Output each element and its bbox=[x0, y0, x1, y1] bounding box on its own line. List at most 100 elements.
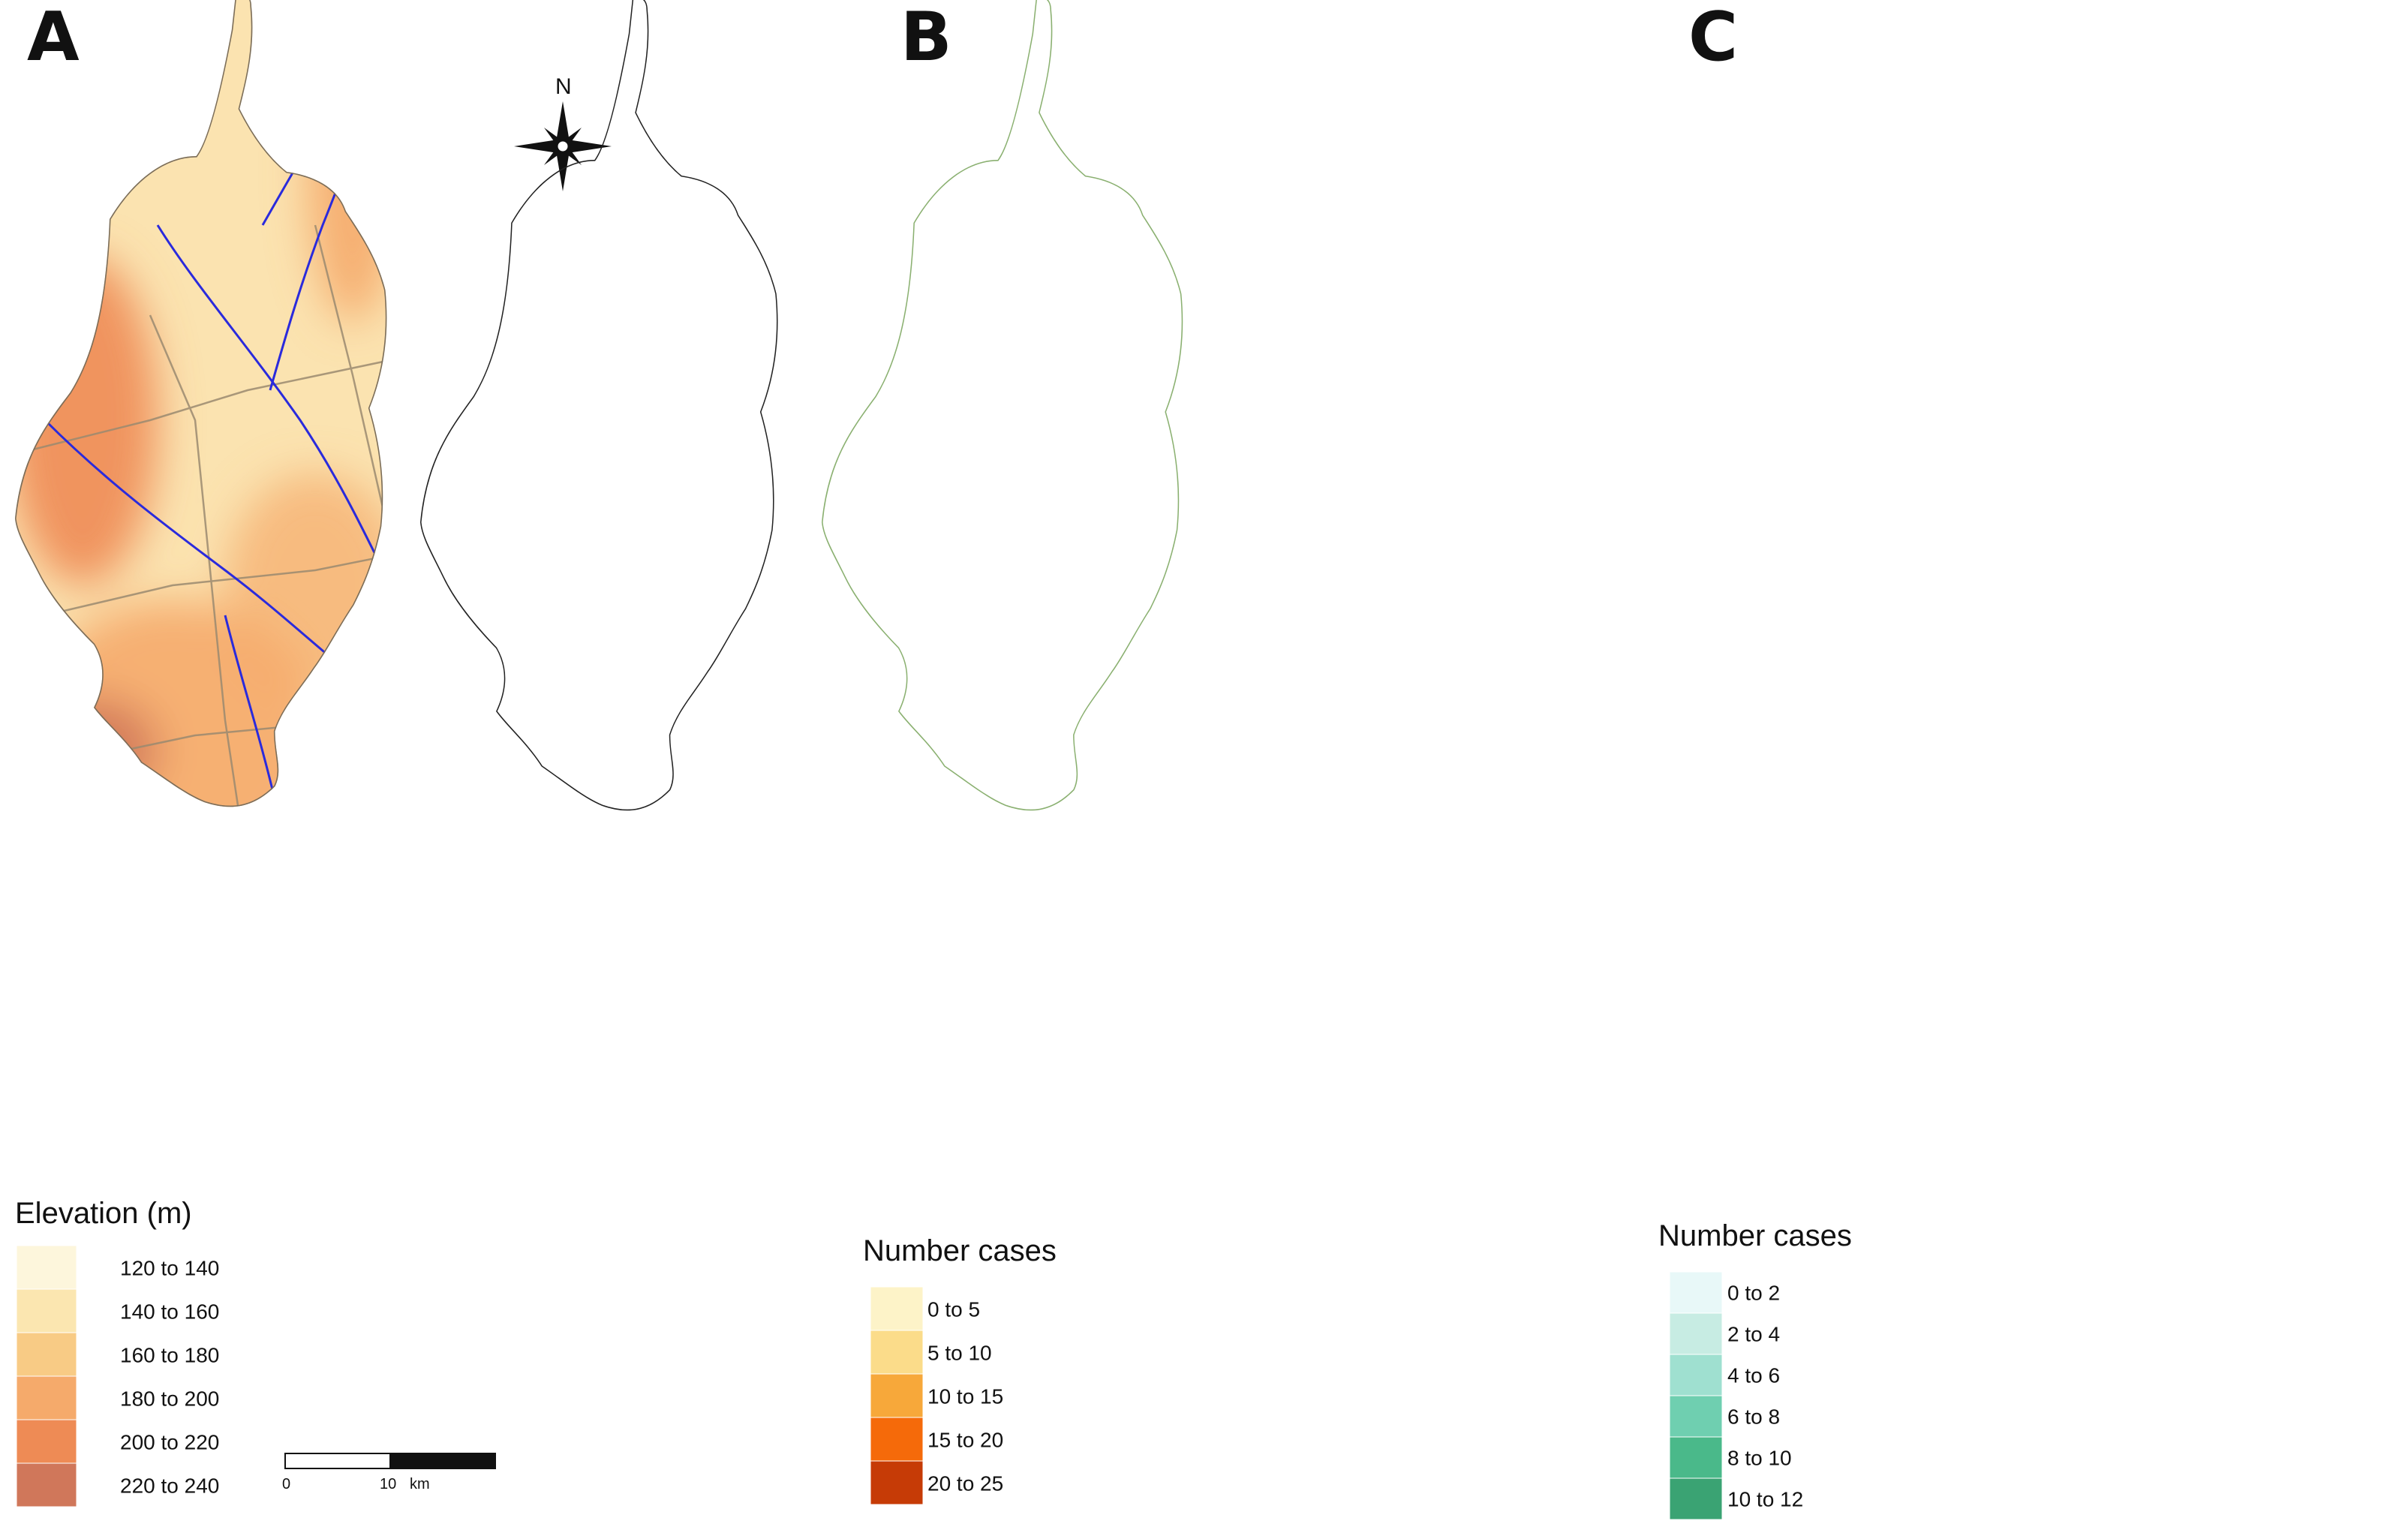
legend-title-a: Elevation (m) bbox=[15, 1197, 192, 1230]
elevation-peak-west bbox=[23, 698, 158, 803]
panel-a: A bbox=[15, 0, 750, 1507]
legend-label: 120 to 140 bbox=[120, 1256, 219, 1279]
municipality bbox=[1358, 420, 1411, 495]
municipality bbox=[983, 233, 1081, 315]
density-high-south bbox=[1801, 1246, 2191, 1426]
municipality bbox=[1313, 690, 1411, 750]
municipality-borders-a bbox=[29, 224, 387, 807]
legend-cases-c: Number cases 0 to 2 2 to 4 4 to 6 6 to 8 8 t… bbox=[1658, 1219, 1852, 1520]
municipality bbox=[1171, 780, 1216, 878]
legend-swatch bbox=[16, 1462, 77, 1507]
legend-swatch bbox=[1669, 1436, 1723, 1479]
municipality bbox=[1471, 795, 1561, 893]
legend-label: 6 to 8 bbox=[1727, 1405, 1780, 1428]
legend-title-b: Number cases bbox=[863, 1234, 1057, 1267]
density-high-north bbox=[1951, 398, 2401, 743]
elevation-low-east bbox=[435, 300, 645, 540]
municipality bbox=[991, 1171, 1073, 1238]
municipality bbox=[1373, 795, 1471, 863]
municipality bbox=[1291, 795, 1396, 975]
legend-swatch bbox=[1669, 1271, 1723, 1314]
legend-swatch bbox=[1669, 1354, 1723, 1396]
legend-swatch bbox=[16, 1288, 77, 1333]
density-high-northwest bbox=[1778, 405, 2004, 570]
legend-label: 15 to 20 bbox=[927, 1428, 1003, 1451]
municipality bbox=[1418, 540, 1538, 638]
legend-label: 10 to 15 bbox=[927, 1384, 1003, 1408]
panel-b: B bbox=[420, 0, 1568, 1505]
elevation-high-south bbox=[150, 893, 420, 1058]
legend-label: 200 to 220 bbox=[120, 1430, 219, 1453]
municipality bbox=[1261, 390, 1336, 480]
legend-cases-b: Number cases 0 to 5 5 to 10 10 to 15 15 to … bbox=[863, 1234, 1057, 1505]
cases-choropleth-map bbox=[420, 0, 1568, 1381]
legend-label: 220 to 240 bbox=[120, 1474, 219, 1497]
legend-label: 180 to 200 bbox=[120, 1387, 219, 1410]
density-mid-north bbox=[2131, 270, 2341, 450]
municipality bbox=[1396, 915, 1493, 1013]
legend-swatch bbox=[16, 1419, 77, 1464]
legend-swatch bbox=[16, 1245, 77, 1290]
municipality-borders-c bbox=[1651, 195, 2364, 1321]
panel-letter-c: C bbox=[1688, 0, 1738, 77]
municipality bbox=[1111, 1231, 1186, 1298]
elevation-high-northeast bbox=[225, 473, 387, 698]
municipality bbox=[1373, 1005, 1463, 1096]
legend-swatch bbox=[870, 1286, 924, 1331]
municipality bbox=[1126, 390, 1216, 480]
municipality bbox=[1231, 615, 1321, 705]
legend-swatch bbox=[1669, 1395, 1723, 1438]
municipality bbox=[1141, 593, 1231, 743]
north-label: N bbox=[555, 74, 572, 99]
panel-letter-b: B bbox=[900, 0, 952, 77]
scale-bar-white bbox=[284, 1453, 391, 1469]
legend-label: 10 to 12 bbox=[1727, 1487, 1803, 1510]
scale-label-mid: 10 bbox=[380, 1476, 396, 1492]
elevation-map bbox=[15, 0, 750, 1058]
municipality bbox=[1426, 863, 1501, 930]
legend-label: 160 to 180 bbox=[120, 1343, 219, 1366]
municipality bbox=[1283, 330, 1373, 435]
legend-swatch bbox=[870, 1373, 924, 1418]
legend-label: 4 to 6 bbox=[1727, 1363, 1780, 1387]
scale-bar-black bbox=[389, 1453, 496, 1469]
municipality bbox=[1223, 1306, 1306, 1381]
municipality bbox=[1096, 240, 1171, 330]
legend-label: 8 to 10 bbox=[1727, 1446, 1792, 1469]
municipality bbox=[1058, 450, 1156, 548]
cases-density-map bbox=[822, 0, 2408, 1536]
municipality bbox=[1028, 375, 1126, 450]
scale-label-unit: km bbox=[410, 1476, 430, 1492]
panel-c: C bbox=[822, 0, 2408, 1536]
legend-swatch bbox=[16, 1332, 77, 1377]
legend-title-c: Number cases bbox=[1658, 1219, 1852, 1252]
elevation-high-west bbox=[15, 255, 158, 585]
municipality bbox=[1066, 825, 1201, 953]
municipality bbox=[1328, 540, 1396, 593]
legend-label: 140 to 160 bbox=[120, 1300, 219, 1323]
legend-swatch bbox=[1669, 1312, 1723, 1355]
legend-label: 5 to 10 bbox=[927, 1341, 992, 1364]
density-base bbox=[1621, 0, 2408, 1536]
legend-label: 20 to 25 bbox=[927, 1471, 1003, 1495]
legend-label: 0 to 2 bbox=[1727, 1281, 1780, 1304]
legend-elevation: Elevation (m) 120 to 140 140 to 160 160 to… bbox=[15, 1197, 219, 1507]
municipality bbox=[991, 660, 1096, 743]
municipality bbox=[968, 428, 1036, 525]
municipality bbox=[1216, 915, 1298, 1005]
municipality-borders-b bbox=[855, 195, 1568, 1321]
legend-swatch bbox=[1669, 1477, 1723, 1520]
scale-bar: 0 10 km bbox=[282, 1453, 496, 1492]
elevation-mid-east bbox=[585, 765, 750, 1036]
elevation-high-north bbox=[308, 23, 387, 323]
legend-swatch bbox=[870, 1460, 924, 1505]
legend-swatch bbox=[870, 1417, 924, 1462]
legend-swatch bbox=[16, 1375, 77, 1420]
municipality bbox=[1411, 645, 1501, 713]
municipality bbox=[1298, 938, 1381, 1013]
municipality bbox=[1193, 720, 1291, 795]
density-high-southeast bbox=[2071, 758, 2386, 1088]
municipality bbox=[1291, 1291, 1366, 1358]
municipality bbox=[1321, 593, 1426, 660]
